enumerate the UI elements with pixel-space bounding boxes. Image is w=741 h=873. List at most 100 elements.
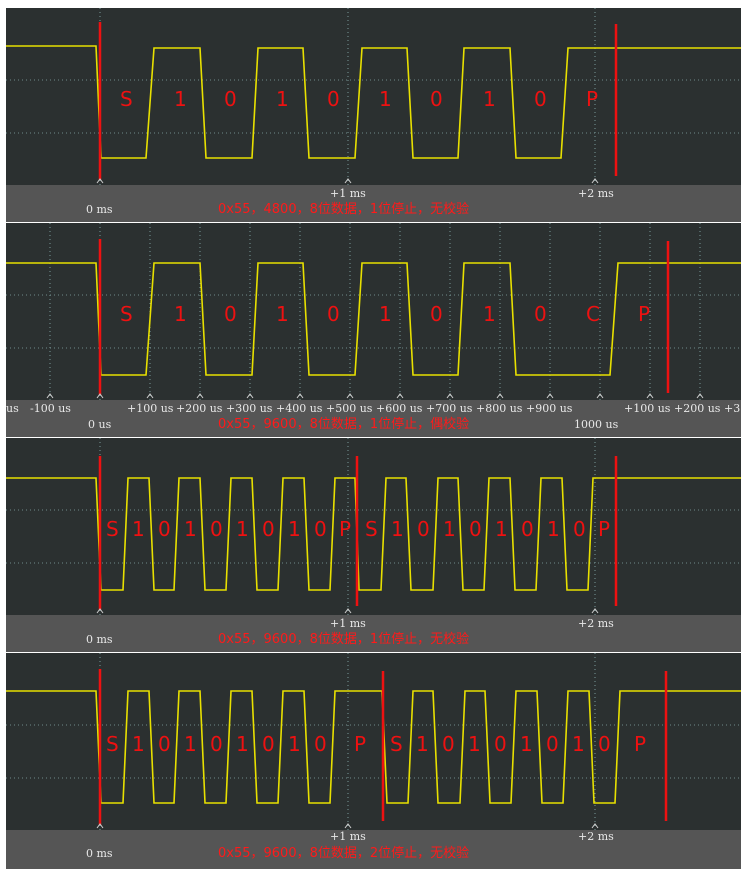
scope-screen <box>6 8 741 185</box>
bit-label: 1 <box>468 732 481 756</box>
bit-label: P <box>638 302 650 326</box>
bit-label: 1 <box>483 87 496 111</box>
scope-screen <box>6 223 741 400</box>
bit-label: S <box>120 87 133 111</box>
bit-label: P <box>354 732 366 756</box>
bit-label: 1 <box>288 732 301 756</box>
tick-label: +1 ms <box>330 617 366 630</box>
bit-label: 0 <box>598 732 611 756</box>
bit-label: 1 <box>174 87 187 111</box>
bit-label: S <box>106 732 119 756</box>
bit-label: 1 <box>547 517 560 541</box>
tick-label: 1000 us <box>574 418 619 431</box>
bit-label: P <box>598 517 610 541</box>
tick-label: +100 us <box>127 402 174 415</box>
scope-panel-1: S 1 0 1 0 1 0 1 0 P 0 ms +1 ms +2 ms 0x5… <box>6 8 741 222</box>
tick-label: +600 us <box>376 402 423 415</box>
bit-label: 1 <box>379 87 392 111</box>
time-axis-bar <box>6 185 741 222</box>
tick-marks <box>96 823 599 829</box>
bit-label: 0 <box>546 732 559 756</box>
tick-label: +800 us <box>476 402 523 415</box>
panel-caption: 0x55，9600，8位数据，2位停止，无校验 <box>218 845 469 861</box>
bit-label: 0 <box>430 302 443 326</box>
tick-label: 0 us <box>88 418 112 431</box>
tick-label: +700 us <box>426 402 473 415</box>
bit-label: S <box>365 517 378 541</box>
signal-trace <box>6 477 741 591</box>
tick-label: +2 ms <box>578 617 614 630</box>
signal-trace <box>6 690 741 804</box>
tick-marks <box>96 608 599 614</box>
tick-label: +200 us <box>674 402 721 415</box>
tick-label: us <box>6 402 19 415</box>
tick-label: +100 us <box>624 402 671 415</box>
panel-caption: 0x55，9600，8位数据，1位停止，偶校验 <box>218 416 469 432</box>
tick-label: -100 us <box>30 402 71 415</box>
bit-labels: S 1 0 1 0 1 0 1 0 P S 1 0 1 0 1 0 1 0 P <box>106 732 646 756</box>
bit-label: 0 <box>262 517 275 541</box>
bit-label: 0 <box>327 302 340 326</box>
tick-label: +500 us <box>326 402 373 415</box>
bit-label: 0 <box>314 517 327 541</box>
bit-label: 1 <box>379 302 392 326</box>
bit-label: 1 <box>174 302 187 326</box>
tick-label: 0 ms <box>86 633 113 646</box>
bit-label: 1 <box>236 732 249 756</box>
tick-label: +1 ms <box>330 187 366 200</box>
tick-label: +900 us <box>526 402 573 415</box>
bit-label: 1 <box>572 732 585 756</box>
scope-screen <box>6 438 741 615</box>
bit-label: P <box>586 87 598 111</box>
time-axis-bar <box>6 830 741 869</box>
tick-label: +200 us <box>176 402 223 415</box>
tick-label: +400 us <box>276 402 323 415</box>
scope-panel-4: S 1 0 1 0 1 0 1 0 P S 1 0 1 0 1 0 1 0 P … <box>6 653 741 869</box>
tick-label: +300 us <box>226 402 273 415</box>
tick-label: +1 ms <box>330 830 366 843</box>
bit-label: 0 <box>534 302 547 326</box>
bit-label: 1 <box>443 517 456 541</box>
scope-view-3: S 1 0 1 0 1 0 1 0 P S 1 0 1 0 1 0 1 0 P … <box>6 438 741 652</box>
bit-label: 0 <box>158 517 171 541</box>
bit-label: 0 <box>224 302 237 326</box>
tick-label: 0 ms <box>86 203 113 216</box>
bit-label: P <box>339 517 351 541</box>
bit-label: 0 <box>327 87 340 111</box>
bit-label: 0 <box>210 517 223 541</box>
bit-label: 1 <box>483 302 496 326</box>
bit-label: 1 <box>184 517 197 541</box>
bit-label: 0 <box>494 732 507 756</box>
bit-label: 1 <box>276 87 289 111</box>
tick-marks <box>96 178 599 184</box>
bit-label: 1 <box>236 517 249 541</box>
bit-label: 1 <box>276 302 289 326</box>
bit-label: 1 <box>132 517 145 541</box>
bit-label: 0 <box>224 87 237 111</box>
bit-labels: S 1 0 1 0 1 0 1 0 C P <box>120 302 650 326</box>
bit-labels: S 1 0 1 0 1 0 1 0 P <box>120 87 598 111</box>
time-axis-bar <box>6 615 741 652</box>
bit-label: 0 <box>521 517 534 541</box>
tick-marks <box>46 393 704 399</box>
bit-label: 1 <box>416 732 429 756</box>
time-axis-bar <box>6 400 741 437</box>
signal-trace <box>6 45 741 159</box>
bit-label: 0 <box>442 732 455 756</box>
bit-label: 0 <box>417 517 430 541</box>
bit-label: 0 <box>573 517 586 541</box>
bit-label: C <box>586 302 600 326</box>
bit-label: P <box>634 732 646 756</box>
tick-label: +3 <box>724 402 740 415</box>
scope-view-1: S 1 0 1 0 1 0 1 0 P 0 ms +1 ms +2 ms 0x5… <box>6 8 741 222</box>
grid <box>6 223 741 400</box>
bit-label: S <box>390 732 403 756</box>
bit-label: S <box>106 517 119 541</box>
bit-label: 0 <box>210 732 223 756</box>
scope-panel-2: S 1 0 1 0 1 0 1 0 C P <box>6 223 741 437</box>
bit-label: S <box>120 302 133 326</box>
bit-labels: S 1 0 1 0 1 0 1 0 P S 1 0 1 0 1 0 1 0 P <box>106 517 610 541</box>
bit-label: 0 <box>534 87 547 111</box>
bit-label: 1 <box>288 517 301 541</box>
scope-view-2: S 1 0 1 0 1 0 1 0 C P <box>6 223 741 437</box>
